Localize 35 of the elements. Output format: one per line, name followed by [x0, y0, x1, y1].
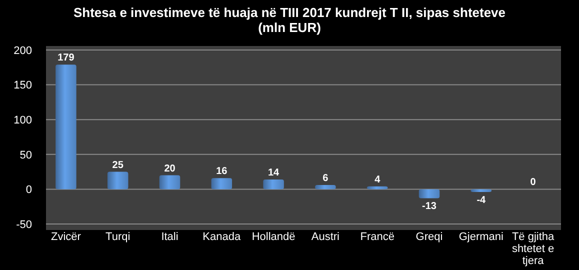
x-tick-label: Greqi: [416, 231, 443, 243]
chart-title: Shtesa e investimeve të huaja në TIII 2017 kundrejt T II, sipas shteteve (mln EUR): [73, 5, 506, 35]
data-label: 16: [216, 166, 228, 178]
y-tick-label: 100: [14, 114, 32, 126]
x-tick-label: Itali: [161, 231, 178, 243]
y-tick-label: -50: [16, 218, 32, 231]
data-label: 14: [268, 167, 280, 178]
data-label: 25: [112, 160, 124, 171]
x-tick-label: Të gjitha shtetet e tjera: [512, 231, 556, 267]
data-label: 4: [374, 174, 381, 186]
data-label: 0: [530, 177, 536, 188]
bar: [211, 178, 232, 190]
bar: [56, 64, 76, 190]
data-label: 20: [164, 163, 176, 174]
data-label: 179: [58, 52, 75, 64]
y-tick-label: 150: [14, 80, 32, 92]
y-tick-label: 50: [20, 149, 32, 162]
y-tick-label: 0: [26, 184, 32, 196]
bar: [263, 179, 284, 190]
bar: [159, 175, 180, 190]
x-tick-label: Zvicër: [50, 231, 82, 243]
data-label: -13: [422, 201, 437, 212]
y-tick-label: 200: [14, 44, 32, 57]
bar: [418, 189, 440, 198]
x-tick-label: Francë: [360, 231, 394, 243]
x-tick-label: Gjermani: [458, 231, 504, 243]
x-tick-label: Hollandë: [252, 231, 296, 243]
bar: [470, 189, 492, 192]
bar: [107, 172, 128, 190]
data-label: -4: [476, 194, 486, 206]
x-tick-label: Turqi: [106, 231, 130, 243]
data-label: 6: [322, 173, 329, 184]
x-tick-label: Kanada: [202, 231, 242, 243]
x-tick-label: Austri: [311, 231, 340, 243]
bar: [315, 185, 336, 190]
